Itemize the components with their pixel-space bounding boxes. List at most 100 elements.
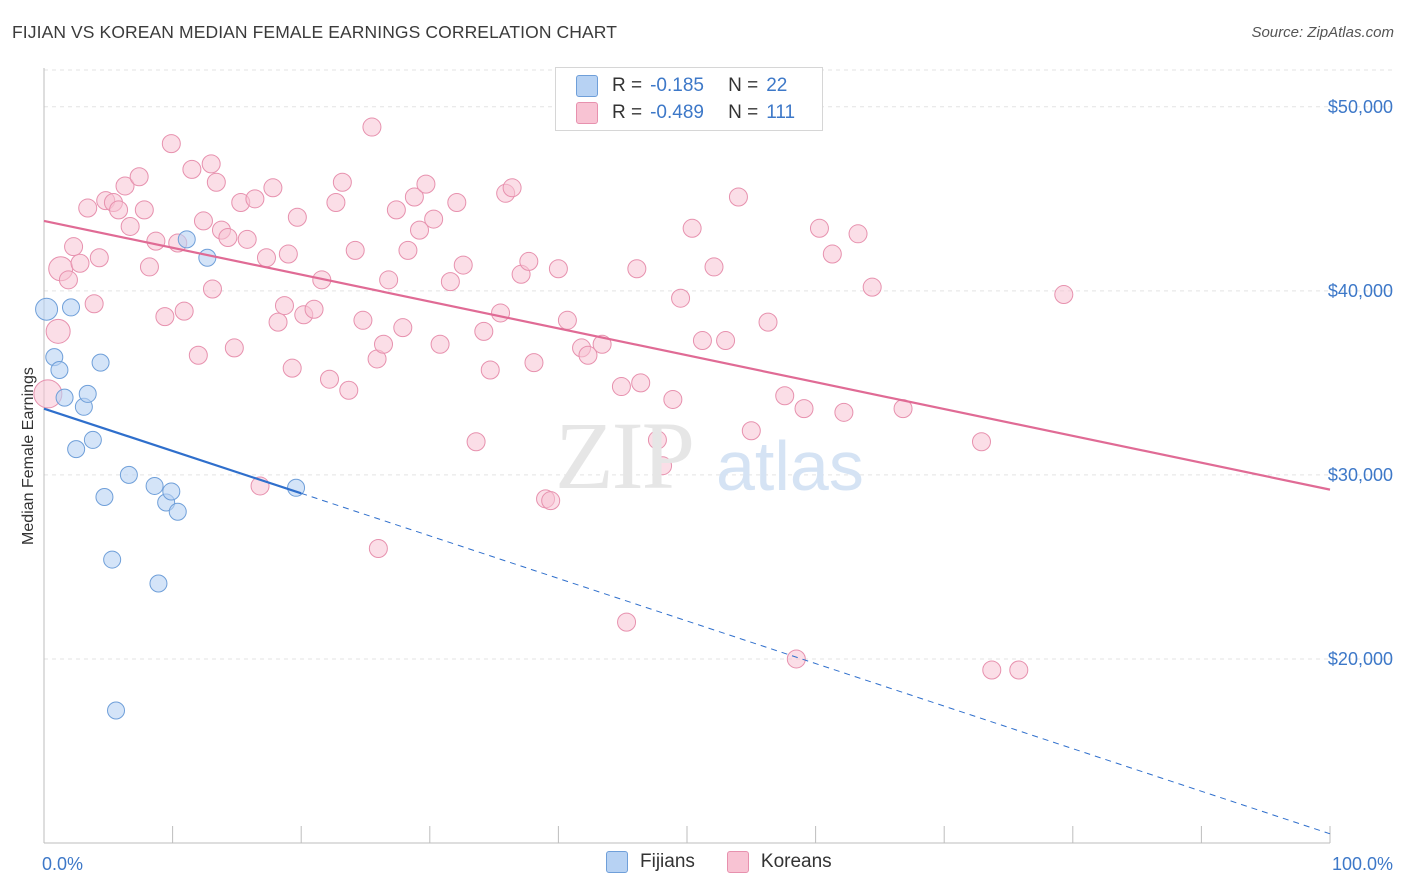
korean-point	[274, 296, 294, 316]
korean-point	[466, 432, 486, 452]
legend-swatch-fijians	[576, 75, 598, 97]
korean-point	[704, 257, 724, 277]
legend-swatch-koreans	[576, 102, 598, 124]
korean-point	[474, 321, 494, 341]
korean-point	[775, 386, 795, 406]
korean-point	[332, 172, 352, 192]
korean-point	[206, 172, 226, 192]
korean-point	[416, 174, 436, 194]
korean-point	[161, 134, 181, 154]
fijian-point	[162, 482, 181, 501]
korean-point	[578, 345, 598, 365]
korean-point	[368, 539, 388, 559]
source-credit: Source: ZipAtlas.com	[1251, 24, 1394, 41]
korean-point	[663, 389, 683, 409]
korean-point	[611, 377, 631, 397]
korean-point	[548, 259, 568, 279]
korean-point	[647, 430, 667, 450]
fijian-point	[55, 388, 74, 407]
fijian-point	[103, 550, 122, 569]
series-legend: Fijians Koreans	[606, 851, 864, 873]
korean-point	[592, 334, 612, 354]
korean-point	[146, 231, 166, 251]
watermark-zip: ZIP	[555, 402, 695, 509]
korean-point	[541, 491, 561, 511]
fijian-point	[35, 297, 59, 321]
trend-lines	[43, 219, 1331, 835]
korean-point	[282, 358, 302, 378]
korean-point	[339, 380, 359, 400]
korean-point	[519, 251, 539, 271]
korean-point	[84, 294, 104, 314]
fijian-point	[198, 248, 217, 267]
korean-point	[480, 360, 500, 380]
fijian-point	[107, 701, 126, 720]
korean-point	[268, 312, 288, 332]
legend-swatch-fijians	[606, 851, 628, 873]
fijian-point	[62, 298, 81, 317]
korean-point	[287, 207, 307, 227]
korean-point	[224, 338, 244, 358]
korean-point	[129, 167, 149, 187]
korean-point	[671, 288, 691, 308]
x-tick-label: 100.0%	[1332, 854, 1393, 874]
legend-r-label: R =	[612, 75, 643, 96]
korean-point	[304, 299, 324, 319]
y-tick-label: $50,000	[1328, 97, 1393, 117]
korean-point	[362, 117, 382, 137]
legend-row-koreans: R = -0.489 N = 111	[576, 100, 795, 126]
fijian-point	[67, 440, 86, 459]
korean-point	[809, 218, 829, 238]
y-tick-label: $20,000	[1328, 649, 1393, 669]
korean-point	[115, 176, 135, 196]
korean-point	[822, 244, 842, 264]
fijian-point	[149, 574, 168, 593]
legend-row-fijians: R = -0.185 N = 22	[576, 73, 787, 99]
korean-point	[70, 253, 90, 273]
korean-point	[245, 189, 265, 209]
korean-point	[627, 259, 647, 279]
korean-point	[447, 193, 467, 213]
korean-point	[263, 178, 283, 198]
korean-point	[617, 612, 637, 632]
fijian-point	[91, 353, 110, 372]
fijian-point	[50, 360, 69, 379]
axes	[43, 68, 1331, 844]
korean-point	[182, 159, 202, 179]
korean-point	[193, 211, 213, 231]
korean-point	[326, 193, 346, 213]
korean-point	[1054, 285, 1074, 305]
korean-point	[631, 373, 651, 393]
korean-point	[139, 257, 159, 277]
fijian-trend-line	[43, 407, 302, 495]
korean-point	[404, 187, 424, 207]
legend-label-fijians: Fijians	[640, 851, 695, 872]
legend-n-label: N =	[728, 102, 759, 123]
legend-item-koreans: Koreans	[726, 851, 832, 873]
korean-point	[557, 310, 577, 330]
legend-swatch-koreans	[726, 851, 749, 873]
legend-r-value: -0.185	[650, 75, 704, 96]
korean-point	[202, 279, 222, 299]
korean-point	[237, 229, 257, 249]
y-tick-label: $40,000	[1328, 281, 1393, 301]
korean-point	[379, 270, 399, 290]
correlation-legend: R = -0.185 N = 22 R = -0.489 N = 111	[555, 67, 823, 131]
korean-point	[78, 198, 98, 218]
fijian-point	[168, 502, 187, 521]
korean-point	[741, 421, 761, 441]
korean-point	[64, 237, 84, 257]
korean-point	[120, 216, 140, 236]
korean-point	[424, 209, 444, 229]
korean-point	[386, 200, 406, 220]
korean-point	[58, 270, 78, 290]
legend-label-koreans: Koreans	[760, 851, 832, 872]
korean-point	[440, 272, 460, 292]
korean-point	[374, 334, 394, 354]
korean-point	[218, 227, 238, 247]
legend-r-label: R =	[612, 102, 643, 123]
chart-title: FIJIAN VS KOREAN MEDIAN FEMALE EARNINGS …	[12, 22, 618, 42]
fijian-point	[95, 487, 114, 506]
korean-point	[982, 660, 1002, 680]
legend-item-fijians: Fijians	[606, 851, 695, 873]
